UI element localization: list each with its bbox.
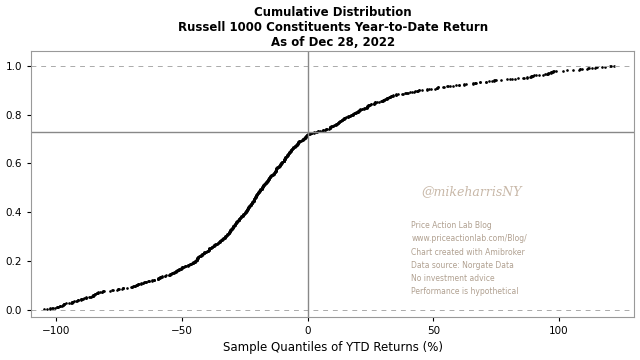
Title: Cumulative Distribution
Russell 1000 Constituents Year-to-Date Return
As of Dec : Cumulative Distribution Russell 1000 Con… [178,5,488,49]
X-axis label: Sample Quantiles of YTD Returns (%): Sample Quantiles of YTD Returns (%) [223,341,443,355]
Text: Price Action Lab Blog
www.priceactionlab.com/Blog/
Chart created with Amibroker
: Price Action Lab Blog www.priceactionlab… [412,221,527,296]
Text: @mikeharrisNY: @mikeharrisNY [421,185,522,198]
